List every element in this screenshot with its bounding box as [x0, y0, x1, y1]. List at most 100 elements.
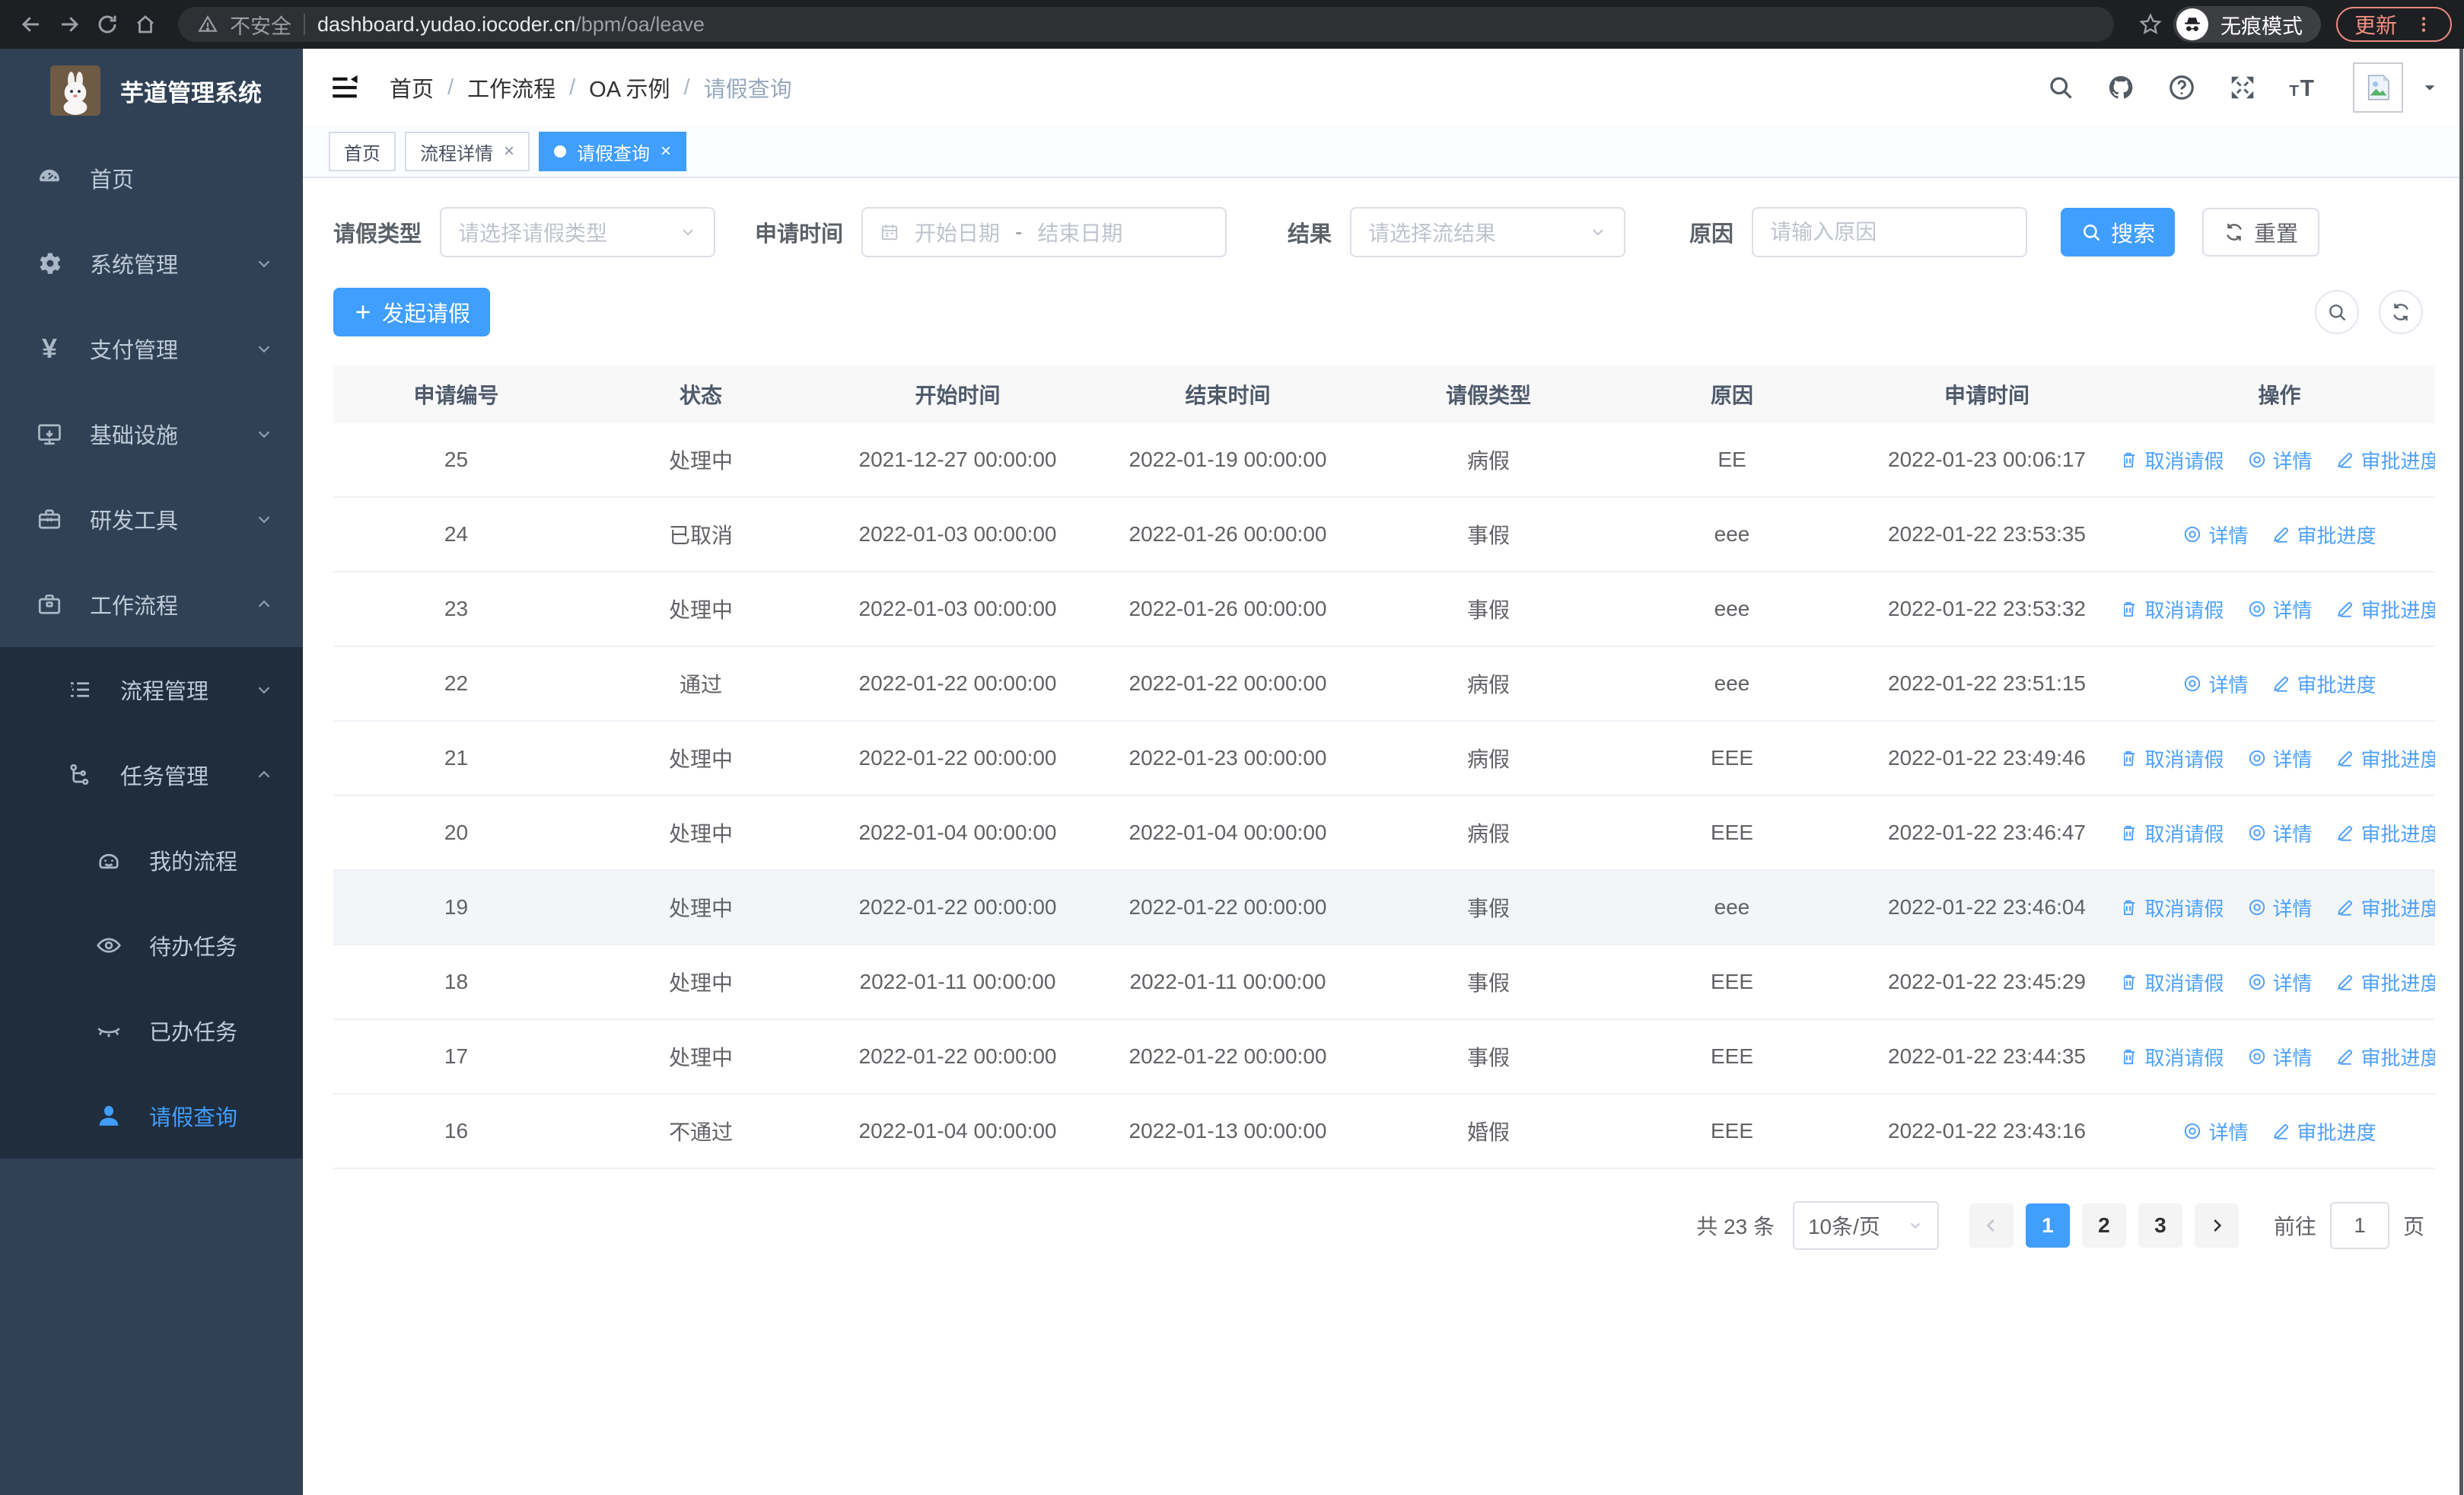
sidebar-fold-icon[interactable] — [329, 72, 361, 104]
detail-action-link[interactable]: 详情 — [2247, 744, 2313, 773]
cell-apply-time: 2022-01-22 23:44:35 — [1888, 1044, 2086, 1068]
detail-action-link[interactable]: 详情 — [2247, 595, 2313, 623]
detail-action-link[interactable]: 详情 — [2182, 1117, 2249, 1146]
more-vertical-icon[interactable] — [2414, 14, 2434, 34]
cell-id: 20 — [444, 821, 469, 844]
page-size-select[interactable]: 10条/页 — [1792, 1201, 1939, 1250]
address-bar[interactable]: 不安全 dashboard.yudao.iocoder.cn/bpm/oa/le… — [178, 7, 2114, 42]
caret-down-icon[interactable] — [2421, 79, 2438, 96]
sidebar-item-工作流程[interactable]: 工作流程 — [0, 562, 303, 647]
reason-input[interactable] — [1753, 209, 2026, 256]
github-icon[interactable] — [2106, 73, 2135, 102]
forward-icon[interactable] — [50, 5, 88, 43]
cell-apply-time: 2022-01-22 23:49:46 — [1888, 746, 2086, 770]
cell-end: 2022-01-26 00:00:00 — [1129, 597, 1327, 620]
sidebar-item-首页[interactable]: 首页 — [0, 135, 303, 221]
chevron-down-icon — [254, 253, 274, 273]
tab-流程详情[interactable]: 流程详情 × — [405, 132, 530, 171]
next-page-button[interactable] — [2194, 1203, 2239, 1248]
detail-action-link[interactable]: 详情 — [2247, 446, 2313, 474]
edit-icon — [2335, 897, 2355, 917]
tab-首页[interactable]: 首页 — [329, 132, 396, 171]
page-scrollbar[interactable] — [2459, 49, 2463, 1495]
page-button-2[interactable]: 2 — [2081, 1203, 2126, 1248]
view-icon — [2247, 1047, 2267, 1066]
reload-icon[interactable] — [88, 5, 126, 43]
show-search-button[interactable] — [2315, 290, 2359, 334]
page-button-1[interactable]: 1 — [2025, 1203, 2070, 1248]
progress-action-link[interactable]: 审批进度 — [2271, 521, 2376, 549]
breadcrumb-item[interactable]: 首页 — [390, 78, 435, 102]
column-header: 结束时间 — [1185, 384, 1271, 407]
sidebar-item-支付管理[interactable]: ¥ 支付管理 — [0, 306, 303, 391]
progress-action-link[interactable]: 审批进度 — [2271, 1117, 2376, 1146]
help-icon[interactable] — [2167, 73, 2196, 102]
create-leave-button[interactable]: 发起请假 — [333, 288, 491, 336]
sidebar-item-任务管理[interactable]: 任务管理 — [0, 732, 303, 818]
home-icon[interactable] — [126, 5, 164, 43]
cancel-action-link[interactable]: 取消请假 — [2124, 968, 2224, 996]
progress-action-link[interactable]: 审批进度 — [2335, 1043, 2435, 1071]
breadcrumb-item[interactable]: 工作流程 — [467, 78, 556, 102]
detail-action-link[interactable]: 详情 — [2247, 1043, 2313, 1071]
browser-update-button[interactable]: 更新 — [2335, 7, 2452, 42]
detail-action-link[interactable]: 详情 — [2247, 819, 2313, 847]
sidebar-item-请假查询[interactable]: 请假查询 — [0, 1073, 303, 1159]
leave-table: 申请编号 状态 开始时间 结束时间 请假类型 原因 申请时间 操作 25 处理中 2021-12-… — [333, 365, 2435, 1169]
avatar[interactable] — [2353, 62, 2403, 113]
prev-page-button[interactable] — [1969, 1203, 2014, 1248]
detail-action-link[interactable]: 详情 — [2182, 521, 2249, 549]
search-icon — [2080, 222, 2102, 243]
sidebar-item-基础设施[interactable]: 基础设施 — [0, 391, 303, 477]
progress-action-link[interactable]: 审批进度 — [2335, 968, 2435, 996]
progress-action-link[interactable]: 审批进度 — [2335, 894, 2435, 922]
cancel-action-link[interactable]: 取消请假 — [2124, 744, 2224, 773]
goto-page-input[interactable] — [2329, 1202, 2389, 1249]
star-icon[interactable] — [2138, 12, 2163, 37]
sidebar-item-流程管理[interactable]: 流程管理 — [0, 647, 303, 732]
user-icon — [93, 1102, 125, 1130]
view-icon — [2247, 972, 2267, 992]
cancel-action-link[interactable]: 取消请假 — [2124, 595, 2224, 623]
leave-type-select[interactable]: 请选择请假类型 — [440, 207, 716, 257]
fullscreen-icon[interactable] — [2228, 73, 2257, 102]
cancel-action-link[interactable]: 取消请假 — [2124, 446, 2224, 474]
goto-page: 前往 页 — [2274, 1202, 2424, 1249]
reset-button[interactable]: 重置 — [2202, 208, 2320, 257]
detail-action-link[interactable]: 详情 — [2247, 894, 2313, 922]
progress-action-link[interactable]: 审批进度 — [2335, 819, 2435, 847]
sidebar-item-研发工具[interactable]: 研发工具 — [0, 477, 303, 562]
cancel-action-link[interactable]: 取消请假 — [2124, 1043, 2224, 1071]
progress-action-link[interactable]: 审批进度 — [2271, 670, 2376, 698]
table-row: 21 处理中 2022-01-22 00:00:00 2022-01-23 00:00… — [333, 722, 2435, 796]
breadcrumb-item[interactable]: OA 示例 — [589, 78, 670, 102]
app-logo[interactable]: 芋道管理系统 — [0, 49, 303, 132]
apply-time-range-picker[interactable]: 开始日期 - 结束日期 — [861, 207, 1227, 257]
close-icon[interactable]: × — [661, 141, 672, 161]
sidebar-item-我的流程[interactable]: 我的流程 — [0, 818, 303, 903]
progress-action-link[interactable]: 审批进度 — [2335, 446, 2435, 474]
tab-请假查询[interactable]: 请假查询 × — [539, 132, 687, 171]
cancel-action-link[interactable]: 取消请假 — [2124, 894, 2224, 922]
detail-action-link[interactable]: 详情 — [2247, 968, 2313, 996]
result-select[interactable]: 请选择流结果 — [1350, 207, 1626, 257]
search-button[interactable]: 搜索 — [2061, 208, 2176, 257]
sidebar-item-已办任务[interactable]: 已办任务 — [0, 988, 303, 1073]
refresh-table-button[interactable] — [2379, 290, 2423, 334]
detail-action-link[interactable]: 详情 — [2182, 670, 2249, 698]
sidebar-item-系统管理[interactable]: 系统管理 — [0, 221, 303, 306]
cell-status: 处理中 — [668, 822, 733, 846]
progress-action-link[interactable]: 审批进度 — [2335, 744, 2435, 773]
cell-end: 2022-01-11 00:00:00 — [1129, 970, 1326, 993]
page-button-3[interactable]: 3 — [2138, 1203, 2182, 1248]
search-icon[interactable] — [2047, 74, 2074, 101]
delete-icon — [2124, 599, 2138, 619]
close-icon[interactable]: × — [504, 141, 515, 161]
sidebar-item-label: 系统管理 — [90, 253, 179, 278]
back-icon[interactable] — [12, 5, 50, 43]
progress-action-link[interactable]: 审批进度 — [2335, 595, 2435, 623]
sidebar-item-待办任务[interactable]: 待办任务 — [0, 903, 303, 988]
cancel-action-link[interactable]: 取消请假 — [2124, 819, 2224, 847]
